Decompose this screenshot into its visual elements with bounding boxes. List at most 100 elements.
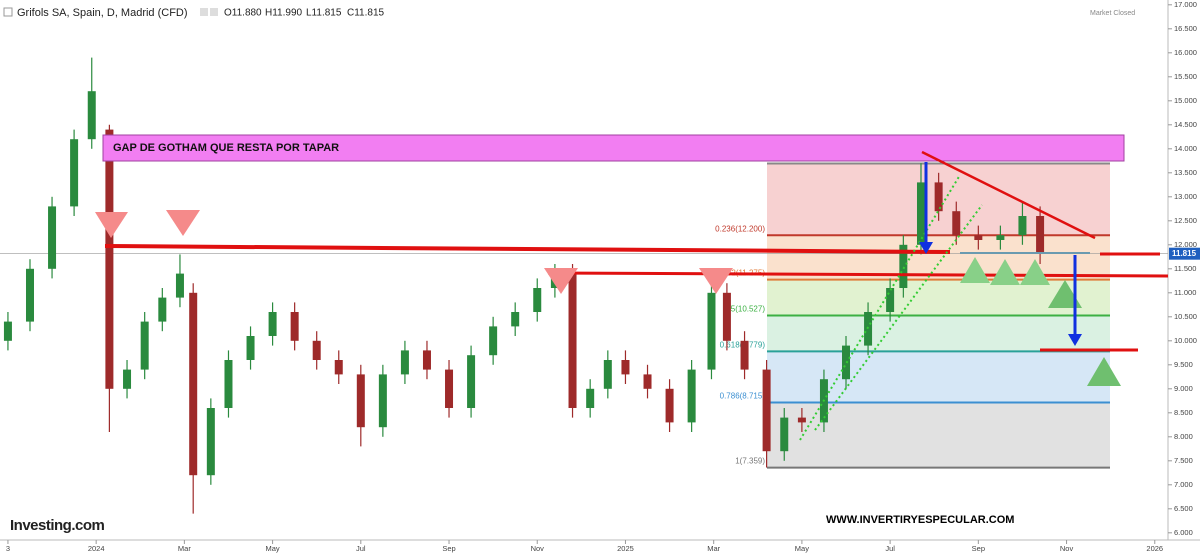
ohlc-header: O11.880 H11.990 L11.815 C11.815 [224,8,385,19]
candle-body [268,312,277,336]
candle-body [87,91,96,140]
y-tick-label: 10.000 [1174,336,1197,345]
top-marker [166,210,200,236]
candle-body [603,360,612,389]
y-tick-label: 9.000 [1174,384,1193,393]
top-marker [95,212,128,238]
candle-body [400,350,409,375]
support-line [547,271,1169,278]
candle-body [621,360,630,375]
y-tick-label: 11.000 [1174,288,1196,297]
x-tick-label: Jul [885,544,895,553]
settings-icon[interactable] [200,8,208,16]
candle-body [356,374,365,428]
fib-zone [767,315,1110,352]
candle-body [25,268,34,322]
y-tick-label: 8.000 [1174,432,1193,441]
candle-body [3,321,12,341]
candle-body [158,297,167,322]
y-tick-label: 6.000 [1174,528,1193,537]
candle-body [687,369,696,423]
candle-body [312,340,321,360]
candle-body [140,321,149,370]
x-tick-label: Nov [1060,544,1074,553]
x-tick-label: 2025 [617,544,634,553]
x-tick-label: 2026 [1146,544,1163,553]
x-tick-label: Sep [442,544,455,553]
candle-body [665,388,674,423]
candle-body [762,369,771,452]
candle-body [48,206,57,269]
top-marker [699,268,733,294]
x-tick-label: Mar [707,544,720,553]
candle-body [224,360,233,408]
y-tick-label: 15.500 [1174,72,1197,81]
candle-body [780,417,789,452]
x-tick-label: May [795,544,809,553]
website: WWW.INVERTIRYESPECULAR.COM [826,514,1014,526]
candle-body [797,417,806,423]
candle-body [934,182,943,212]
candle-body [974,235,983,240]
collapse-icon[interactable] [3,7,13,17]
candle-body [105,129,114,389]
channel-line [814,204,983,431]
ohlc-value: H11.990 [265,8,303,19]
y-tick-label: 7.500 [1174,456,1193,465]
y-tick-label: 14.500 [1174,120,1197,129]
candles [3,57,1045,514]
ohlc-value: C11.815 [347,8,385,19]
y-tick-label: 11.500 [1174,264,1196,273]
candle-body [643,374,652,389]
y-tick-label: 13.000 [1174,192,1197,201]
gap-note: GAP DE GOTHAM QUE RESTA POR TAPAR [113,142,339,154]
y-tick-label: 16.500 [1174,24,1197,33]
fib-zone [767,351,1110,403]
candle-body [378,374,387,428]
candle-body [489,326,498,356]
candle-body [175,273,184,298]
candle-body [511,312,520,327]
channel-line [799,174,961,441]
fib-zone [767,235,1110,280]
candle-body [422,350,431,370]
candle-body [206,408,215,476]
candle-body [123,369,132,389]
fib-label: 0.5(10.527) [724,305,765,314]
candle-body [886,288,895,312]
candle-body [899,244,908,288]
y-tick-label: 8.500 [1174,408,1193,417]
candle-body [533,288,542,312]
chart-title: Grifols SA, Spain, D, Madrid (CFD) [17,7,188,19]
arrow-head [919,242,933,254]
y-tick-label: 7.000 [1174,480,1193,489]
fib-label: 0.236(12.200) [715,224,765,233]
y-tick-label: 9.500 [1174,360,1193,369]
last-price-tag [1169,247,1200,260]
bottom-marker [1020,259,1050,285]
x-tick-label: Nov [531,544,545,553]
ohlc-value: O11.880 [224,8,262,19]
fib-label: 1(7.359) [735,457,765,466]
candle-body [916,182,925,245]
x-tick-label: 3 [6,544,10,553]
candle-body [467,355,476,408]
candle-body [740,340,749,370]
x-tick-label: 2024 [88,544,105,553]
drawings: GAP DE GOTHAM QUE RESTA POR TAPAR WWW.IN… [3,7,1169,534]
x-tick-label: Mar [178,544,191,553]
arrow-head [1068,334,1082,346]
fib-label: 0.786(8.715) [720,392,766,401]
candle-body [586,388,595,408]
candle-body [722,292,731,341]
bottom-marker [990,259,1020,285]
settings-icon[interactable] [210,8,218,16]
candle-body [996,235,1005,240]
y-tick-label: 15.000 [1174,96,1197,105]
candle-body [1036,216,1045,254]
candle-body [1018,216,1027,236]
gap-box [102,134,1125,162]
x-tick-label: Sep [972,544,985,553]
x-tick-label: May [266,544,280,553]
